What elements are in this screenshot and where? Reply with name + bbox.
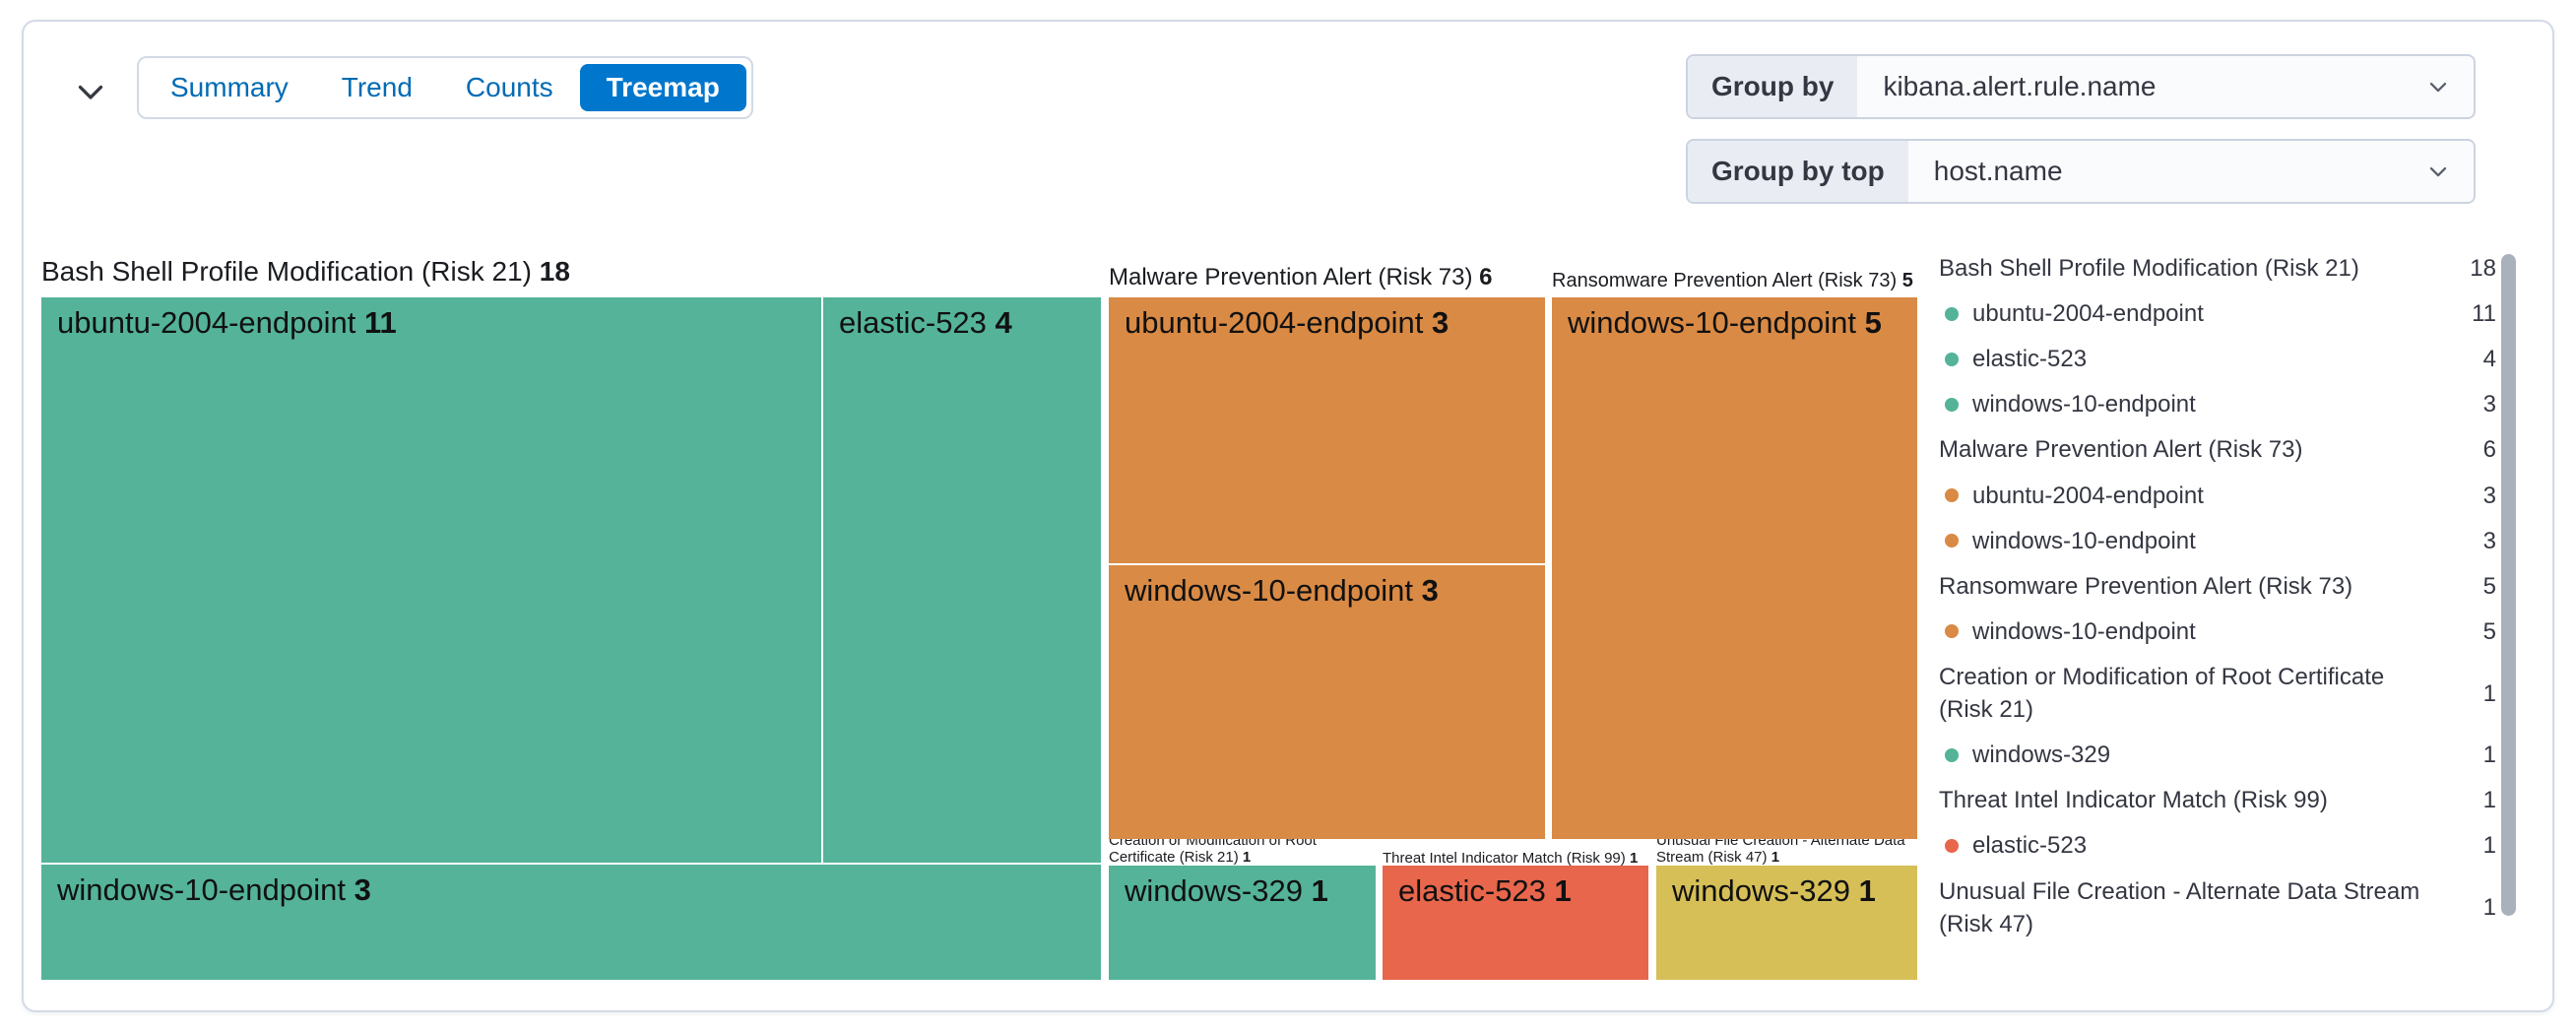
legend-group-row: Threat Intel Indicator Match (Risk 99) 1 — [1939, 787, 2496, 814]
legend-dot-icon — [1945, 534, 1959, 548]
legend-group-row: Creation or Modification of Root Certifi… — [1939, 663, 2496, 724]
treemap-group-header: Malware Prevention Alert (Risk 73) 6 — [1109, 264, 1493, 290]
chevron-down-icon — [2424, 141, 2474, 202]
treemap-cell[interactable]: elastic-523 4 — [823, 297, 1101, 863]
legend-item-row: ubuntu-2004-endpoint 3 — [1939, 480, 2496, 512]
legend-dot-icon — [1945, 488, 1959, 503]
group-by-top-value: host.name — [1933, 156, 2063, 186]
treemap-cell[interactable]: windows-10-endpoint 3 — [41, 865, 1101, 980]
legend-item-row: elastic-523 1 — [1939, 829, 2496, 862]
group-by-label: Group by — [1688, 56, 1858, 117]
treemap-cell[interactable]: windows-329 1 — [1656, 866, 1917, 980]
group-by-top-select[interactable]: Group by top host.name — [1686, 139, 2476, 204]
treemap-cell[interactable]: ubuntu-2004-endpoint 3 — [1109, 297, 1545, 563]
legend-group-row: Bash Shell Profile Modification (Risk 21… — [1939, 255, 2496, 282]
legend-dot-icon — [1945, 838, 1959, 853]
alerts-panel: Summary Trend Counts Treemap Group by ki… — [22, 20, 2554, 1012]
treemap-legend: Bash Shell Profile Modification (Risk 21… — [1939, 252, 2496, 953]
legend-dot-icon — [1945, 352, 1959, 366]
treemap-cell[interactable]: ubuntu-2004-endpoint 11 — [41, 297, 821, 863]
tab-counts[interactable]: Counts — [439, 64, 580, 111]
legend-group-row: Unusual File Creation - Alternate Data S… — [1939, 877, 2496, 937]
treemap-cell[interactable]: windows-10-endpoint 3 — [1109, 565, 1545, 839]
legend-scrollbar-thumb[interactable] — [2501, 254, 2516, 916]
legend-dot-icon — [1945, 624, 1959, 639]
legend-dot-icon — [1945, 747, 1959, 762]
tab-trend[interactable]: Trend — [315, 64, 439, 111]
view-selector-tab-group: Summary Trend Counts Treemap — [137, 56, 753, 119]
collapse-section-button[interactable] — [69, 71, 112, 114]
treemap-cell[interactable]: elastic-523 1 — [1383, 866, 1648, 980]
tab-treemap[interactable]: Treemap — [579, 64, 746, 111]
treemap-cell[interactable]: windows-329 1 — [1109, 866, 1376, 980]
chevron-down-icon — [73, 85, 108, 112]
legend-dot-icon — [1945, 306, 1959, 321]
legend-item-row: windows-10-endpoint 3 — [1939, 525, 2496, 557]
legend-item-row: windows-329 1 — [1939, 739, 2496, 771]
treemap-group-header: Bash Shell Profile Modification (Risk 21… — [41, 256, 570, 287]
group-by-select[interactable]: Group by kibana.alert.rule.name — [1686, 54, 2476, 119]
legend-group-row: Ransomware Prevention Alert (Risk 73) 5 — [1939, 572, 2496, 600]
legend-item-row: windows-10-endpoint 3 — [1939, 388, 2496, 420]
legend-item-row: elastic-523 4 — [1939, 343, 2496, 375]
legend-group-row: Malware Prevention Alert (Risk 73) 6 — [1939, 436, 2496, 464]
treemap-cell[interactable]: windows-10-endpoint 5 — [1552, 297, 1917, 839]
legend-item-row: windows-10-endpoint 5 — [1939, 615, 2496, 648]
group-by-value: kibana.alert.rule.name — [1883, 71, 2157, 101]
tab-summary[interactable]: Summary — [144, 64, 315, 111]
legend-item-row: ubuntu-2004-endpoint 11 — [1939, 297, 2496, 330]
legend-dot-icon — [1945, 397, 1959, 412]
chevron-down-icon — [2424, 56, 2474, 117]
treemap-group-header: Ransomware Prevention Alert (Risk 73) 5 — [1552, 270, 1913, 291]
treemap-group-header: Threat Intel Indicator Match (Risk 99) 1 — [1383, 850, 1639, 867]
group-by-top-label: Group by top — [1688, 141, 1908, 202]
